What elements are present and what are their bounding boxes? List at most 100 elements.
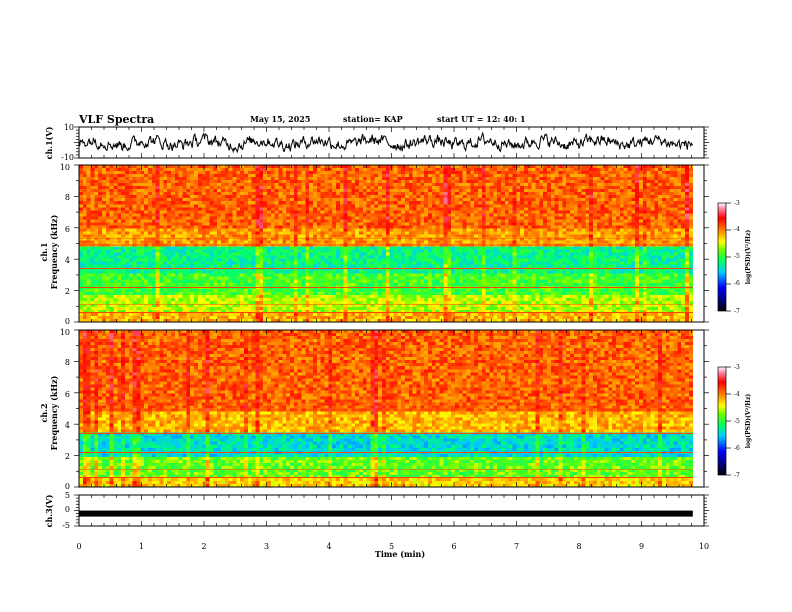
spectrogram-cell	[550, 168, 556, 172]
spectrogram-cell	[155, 246, 160, 250]
spectrogram-cell	[316, 177, 322, 181]
spectrogram-cell	[673, 180, 678, 184]
spectrogram-cell	[171, 165, 176, 169]
spectrogram-cell	[573, 171, 579, 175]
spectrogram-cell	[209, 168, 214, 172]
spectrogram-cell	[627, 231, 632, 235]
spectrogram-cell	[224, 189, 230, 193]
spectrogram-cell	[462, 252, 467, 256]
spectrogram-cell	[343, 216, 348, 220]
spectrogram-cell	[220, 180, 226, 184]
spectrogram-cell	[516, 210, 521, 214]
spectrogram-cell	[589, 216, 594, 220]
spectrogram-cell	[558, 186, 563, 190]
spectrogram-cell	[217, 216, 222, 220]
spectrogram-cell	[516, 189, 521, 193]
spectrogram-cell	[658, 216, 663, 220]
spectrogram-cell	[673, 249, 678, 253]
spectrogram-cell	[389, 204, 394, 208]
spectrogram-cell	[305, 171, 310, 175]
spectrogram-cell	[520, 183, 525, 187]
spectrogram-cell	[481, 216, 487, 220]
spectrogram-cell	[148, 186, 153, 190]
spectrogram-cell	[428, 225, 433, 229]
spectrogram-cell	[577, 213, 582, 217]
spectrogram-cell	[228, 174, 233, 178]
spectrogram-cell	[366, 219, 371, 223]
spectrogram-cell	[658, 168, 663, 172]
spectrogram-cell	[562, 219, 567, 223]
spectrogram-cell	[520, 195, 525, 199]
spectrogram-cell	[351, 171, 356, 175]
spectrogram-cell	[351, 180, 356, 184]
spectrogram-cell	[270, 168, 276, 172]
spectrogram-cell	[489, 210, 494, 214]
spectrogram-cell	[650, 210, 655, 214]
spectrogram-cell	[228, 168, 233, 172]
spectrogram-cell	[98, 249, 103, 253]
spectrogram-cell	[451, 234, 456, 238]
spectrogram-cell	[516, 231, 521, 235]
spectrogram-cell	[593, 234, 598, 238]
spectrogram-cell	[148, 174, 153, 178]
spectrogram-cell	[247, 192, 253, 196]
spectrogram-cell	[305, 216, 310, 220]
spectrogram-cell	[102, 189, 107, 193]
spectrogram-cell	[516, 246, 521, 250]
spectrogram-cell	[543, 189, 548, 193]
spectrogram-cell	[669, 171, 674, 175]
spectrogram-cell	[504, 216, 510, 220]
spectrogram-cell	[105, 222, 111, 226]
spectrogram-cell	[274, 246, 279, 250]
spectrogram-cell	[82, 240, 88, 244]
spectrogram-cell	[466, 177, 471, 181]
spectrogram-cell	[385, 222, 391, 226]
spectrogram-cell	[312, 252, 318, 256]
spectrogram-cell	[339, 252, 345, 256]
spectrogram-cell	[669, 246, 674, 250]
spectrogram-cell	[631, 234, 636, 238]
spectrogram-cell	[500, 204, 506, 208]
spectrogram-cell	[681, 204, 686, 208]
spectrogram-cell	[401, 234, 406, 238]
spectrogram-cell	[355, 171, 360, 175]
spectrogram-cell	[416, 174, 421, 178]
spectrogram-cell	[286, 231, 291, 235]
spectrogram-cell	[79, 252, 84, 256]
spectrogram-cell	[593, 189, 598, 193]
spectrogram-cell	[654, 192, 659, 196]
spectrogram-cell	[259, 246, 264, 250]
spectrogram-cell	[412, 234, 417, 238]
spectrogram-cell	[635, 216, 640, 220]
spectrogram-cell	[293, 255, 299, 259]
spectrogram-cell	[397, 216, 402, 220]
spectrogram-cell	[600, 213, 605, 217]
spectrogram-cell	[439, 198, 444, 202]
spectrogram-cell	[685, 249, 690, 253]
spectrogram-cell	[393, 177, 398, 181]
spectrogram-cell	[642, 252, 648, 256]
spectrogram-cell	[182, 186, 187, 190]
spectrogram-cell	[466, 201, 471, 205]
spectrogram-cell	[546, 219, 552, 223]
spectrogram-cell	[585, 216, 590, 220]
spectrogram-cell	[339, 204, 345, 208]
spectrogram-cell	[243, 255, 249, 259]
spectrogram-cell	[90, 189, 95, 193]
spectrogram-cell	[596, 168, 602, 172]
spectrogram-cell	[562, 222, 567, 226]
spectrogram-cell	[155, 192, 160, 196]
spectrogram-cell	[577, 207, 582, 211]
spectrogram-cell	[274, 216, 279, 220]
spectrogram-cell	[462, 222, 467, 226]
spectrogram-cell	[121, 210, 126, 214]
spectrogram-cell	[681, 174, 686, 178]
spectrogram-cell	[289, 186, 295, 190]
spectrogram-cell	[523, 165, 529, 169]
spectrogram-cell	[190, 231, 195, 235]
spectrogram-cell	[339, 189, 345, 193]
spectrogram-cell	[105, 225, 111, 229]
spectrogram-cell	[240, 183, 245, 187]
spectrogram-cell	[589, 177, 594, 181]
spectrogram-cell	[205, 204, 210, 208]
